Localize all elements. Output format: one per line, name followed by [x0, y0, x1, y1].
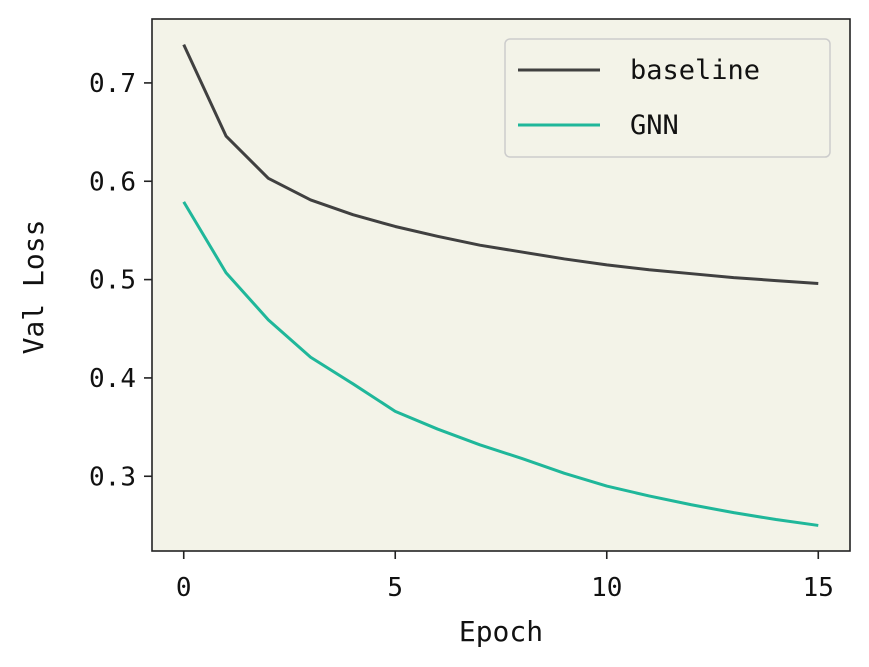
- x-axis: 0 5 10 15: [176, 551, 834, 603]
- y-tick-label: 0.3: [89, 462, 136, 492]
- y-tick-label: 0.6: [89, 167, 136, 197]
- series-line-gnn: [182, 201, 819, 527]
- x-tick-label: 5: [387, 573, 403, 603]
- plot-frame: [151, 18, 851, 552]
- series-line-baseline: [182, 43, 819, 286]
- series-layer: [182, 43, 819, 527]
- x-axis-title: Epoch: [459, 615, 543, 648]
- x-tick-label: 15: [803, 573, 834, 603]
- legend: baseline GNN: [504, 38, 831, 158]
- y-tick-label: 0.4: [89, 364, 136, 394]
- y-tick-label: 0.7: [89, 69, 136, 99]
- y-tick-label: 0.5: [89, 266, 136, 296]
- x-tick-label: 10: [591, 573, 622, 603]
- legend-label: baseline: [630, 55, 760, 86]
- x-tick-label: 0: [176, 573, 192, 603]
- y-axis-title: Val Loss: [17, 220, 50, 355]
- legend-label: GNN: [630, 110, 679, 141]
- y-axis: 0.3 0.4 0.5 0.6 0.7: [89, 69, 152, 492]
